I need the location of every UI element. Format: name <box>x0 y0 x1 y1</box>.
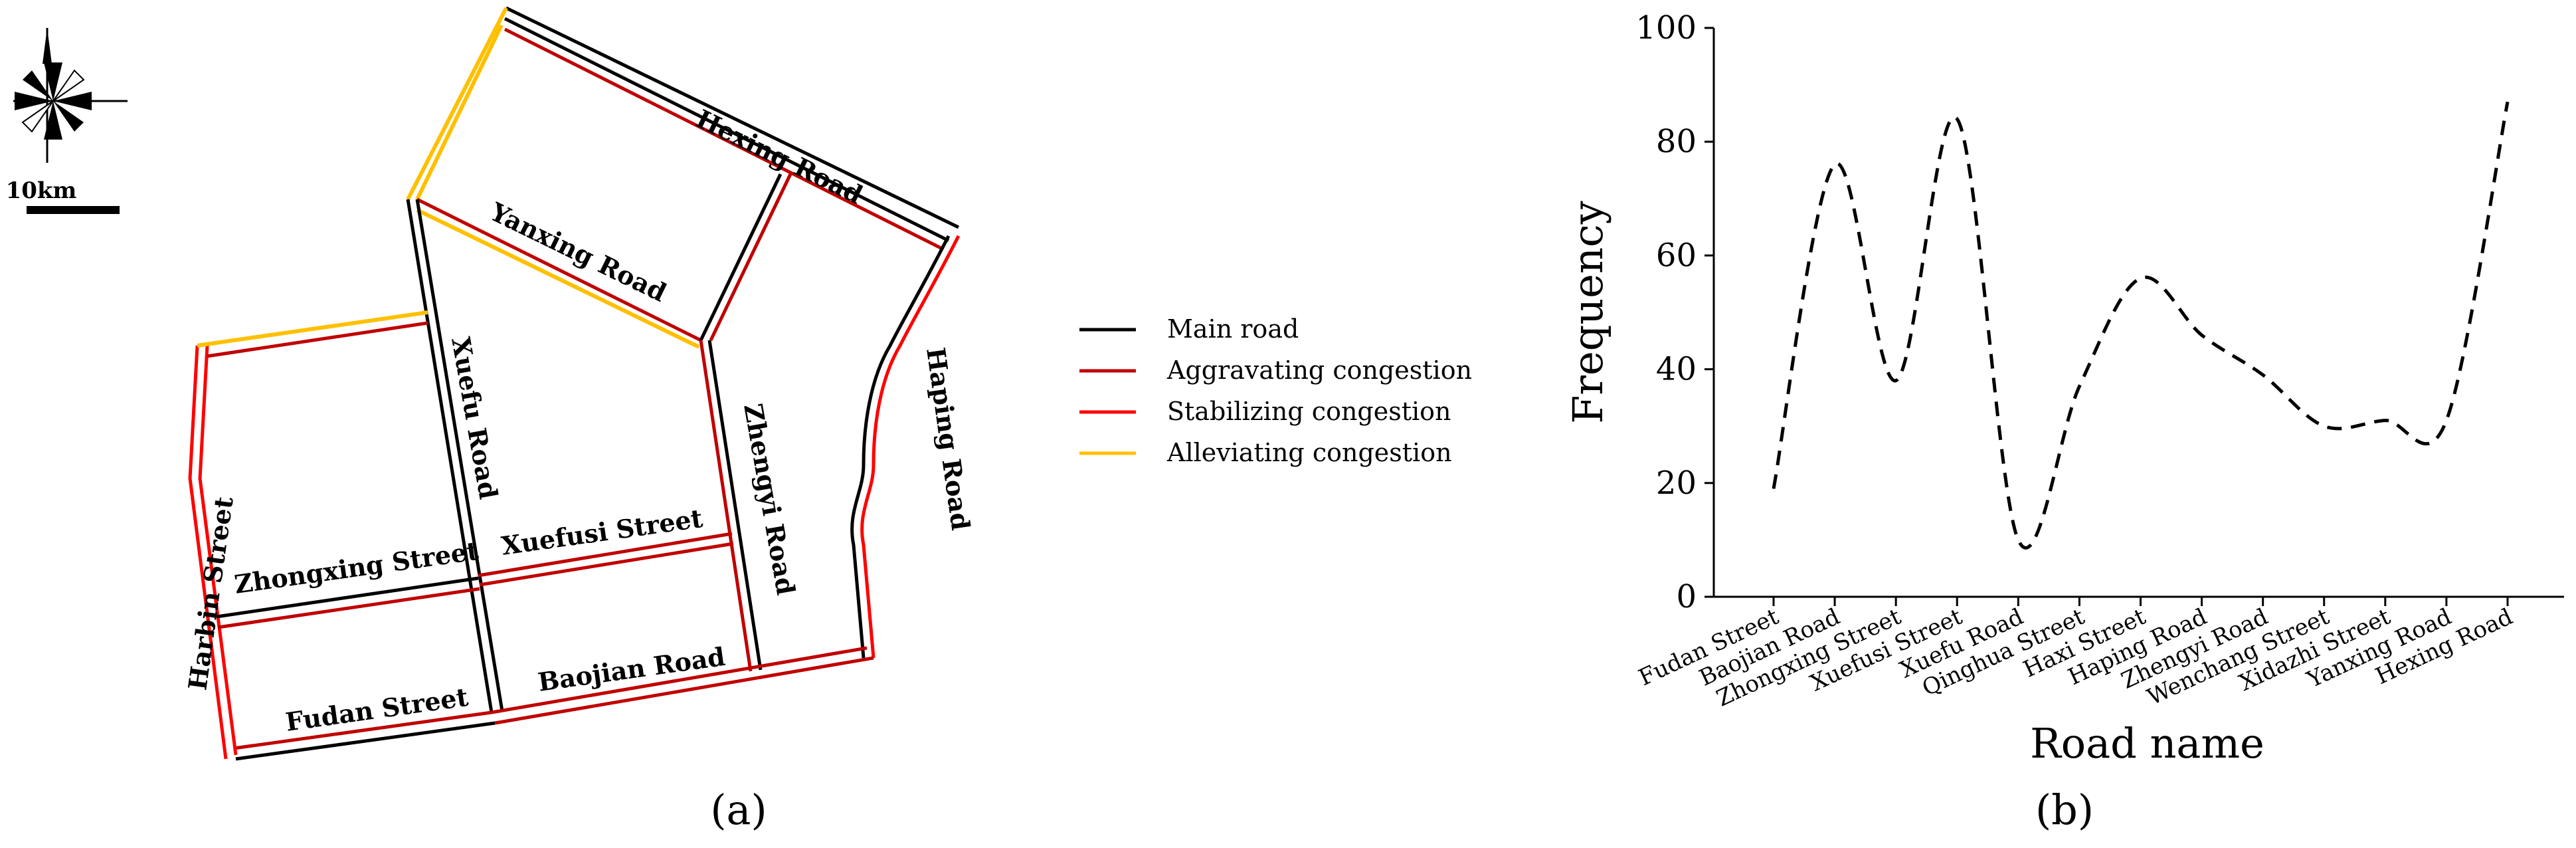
data-points <box>1772 100 2510 542</box>
data-point-3 <box>1955 117 1959 121</box>
data-point-2 <box>1894 379 1898 383</box>
road-zhongxing <box>216 576 480 629</box>
data-point-4 <box>2016 538 2020 542</box>
scale-label: 10km <box>6 177 77 204</box>
label-zhengyi-road: Zhengyi Road <box>738 401 801 597</box>
y-ticks: 0 20 40 60 80 100 <box>1635 9 1714 615</box>
compass-icon <box>13 28 128 163</box>
road-harbin <box>188 345 238 760</box>
legend-label: Main road <box>1167 314 1299 344</box>
map-legend: Main road Aggravating congestion Stabili… <box>1079 314 1472 467</box>
road-yanxing <box>416 197 702 349</box>
legend-item-stabilizing: Stabilizing congestion <box>1079 397 1451 426</box>
data-point-1 <box>1833 162 1837 166</box>
road-xuefu <box>406 199 504 713</box>
data-point-5 <box>2077 384 2081 388</box>
y-tick-label: 60 <box>1656 237 1697 274</box>
y-axis-title: Frequency <box>1564 201 1612 423</box>
legend-item-alleviating: Alleviating congestion <box>1079 438 1452 467</box>
road-harbin-north <box>197 310 428 358</box>
panel-a-label: (a) <box>710 786 767 834</box>
x-axis-title: Road name <box>2030 719 2264 768</box>
label-yanxing-road: Yanxing Road <box>485 196 671 308</box>
scale-bar: 10km <box>6 177 120 214</box>
road-zhengyi <box>699 340 763 672</box>
data-point-7 <box>2200 333 2204 337</box>
road-xuefusi <box>478 532 734 587</box>
road-fudan <box>233 710 496 761</box>
y-tick-label: 0 <box>1676 578 1697 615</box>
data-point-12 <box>2506 100 2510 104</box>
data-point-6 <box>2139 276 2143 280</box>
road-hexing <box>504 6 960 251</box>
y-tick-label: 80 <box>1656 123 1697 160</box>
legend-item-aggravating: Aggravating congestion <box>1079 356 1472 385</box>
road-map: 10km <box>6 6 976 834</box>
data-point-0 <box>1772 486 1776 490</box>
road-northwest-connector <box>406 7 508 201</box>
series-line <box>1772 101 2510 550</box>
data-point-11 <box>2444 419 2448 423</box>
y-tick-label: 40 <box>1656 351 1697 388</box>
legend-label: Alleviating congestion <box>1166 438 1452 467</box>
label-haping-road: Haping Road <box>921 346 976 532</box>
legend-label: Aggravating congestion <box>1166 356 1472 385</box>
label-harbin-street: Harbin Street <box>182 494 238 692</box>
legend-label: Stabilizing congestion <box>1167 397 1451 426</box>
y-tick-label: 20 <box>1656 465 1697 502</box>
legend-item-main-road: Main road <box>1079 314 1299 344</box>
road-baojian <box>491 646 874 725</box>
data-point-10 <box>2383 419 2387 423</box>
panel-b-label: (b) <box>2035 786 2094 834</box>
y-tick-label: 100 <box>1635 9 1697 47</box>
label-zhongxing-street: Zhongxing Street <box>232 536 480 599</box>
data-point-8 <box>2261 373 2265 377</box>
road-north-link <box>699 173 792 342</box>
road-haping <box>850 235 961 659</box>
data-point-9 <box>2322 424 2326 428</box>
